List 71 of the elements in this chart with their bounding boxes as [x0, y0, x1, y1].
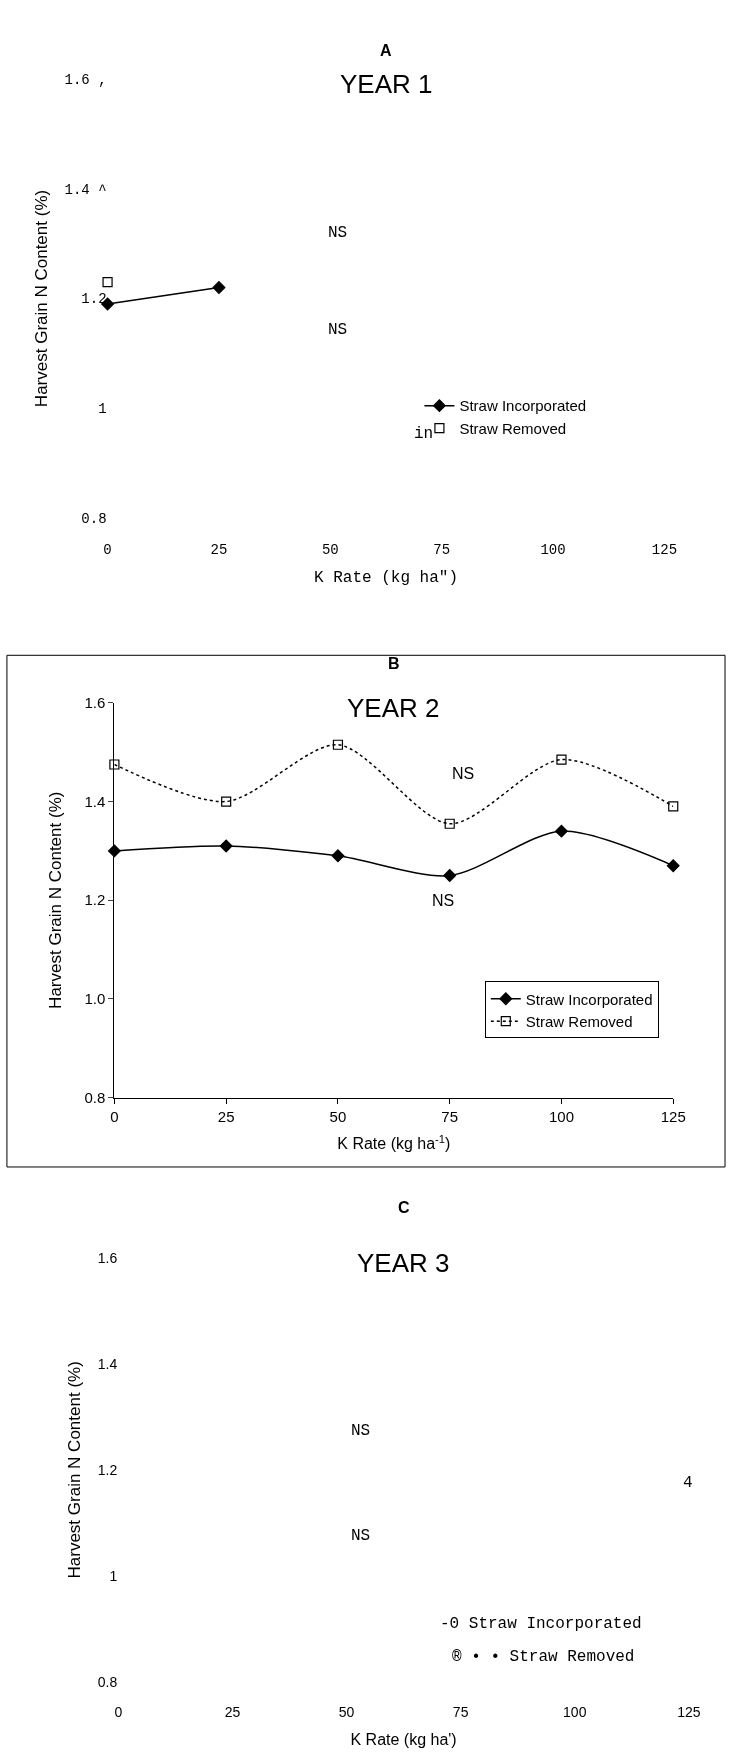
chart-title: C — [398, 1199, 410, 1216]
chart-title: A — [380, 42, 392, 59]
chart-subtitle: YEAR 3 — [357, 1248, 450, 1278]
y-tick-label: 1.4 — [97, 1355, 118, 1372]
x-tick-label: 25 — [210, 541, 228, 558]
y-tick-label: 1.6 , — [64, 72, 107, 89]
y-tick-label: 1.2 — [97, 1461, 118, 1478]
point — [102, 276, 113, 288]
y-tick-label: 1.2 — [84, 891, 106, 909]
x-axis-title: K Rate (kg ha') — [350, 1731, 457, 1749]
annotation: NS — [328, 321, 348, 339]
x-tick-label: 50 — [338, 1704, 355, 1721]
x-tick-label: 125 — [660, 1107, 686, 1125]
y-tick-label: 0.8 — [81, 510, 107, 527]
point — [555, 824, 568, 838]
point — [212, 281, 226, 294]
point — [332, 739, 344, 750]
chart-subtitle: YEAR 1 — [340, 69, 433, 99]
x-tick-label: 0 — [103, 541, 112, 558]
y-tick-label: 1.0 — [84, 990, 106, 1008]
x-tick-label: 0 — [114, 1704, 123, 1721]
x-tick-label: 25 — [217, 1107, 235, 1125]
y-tick-label: 1 — [98, 401, 107, 418]
x-axis-title: K Rate (kg ha") — [313, 569, 459, 588]
x-tick-label: 75 — [441, 1107, 459, 1125]
annotation: NS — [452, 765, 475, 782]
x-tick-label: 100 — [548, 1107, 574, 1125]
point — [109, 759, 120, 770]
x-tick-label: 100 — [540, 541, 566, 558]
legend-label: Straw Incorporated — [525, 990, 653, 1008]
point — [221, 796, 232, 807]
y-tick-label: 1.4 — [84, 792, 106, 810]
annotation: NS — [432, 892, 455, 909]
point — [556, 754, 567, 765]
legend-label: Straw Removed — [459, 419, 567, 437]
point — [666, 859, 680, 873]
y-axis-title: Harvest Grain N Content (%) — [46, 791, 66, 1009]
x-tick-label: 100 — [563, 1704, 587, 1721]
annotation: ® • • Straw Removed — [452, 1648, 635, 1666]
annotation: NS — [351, 1527, 371, 1545]
x-tick-label: 75 — [433, 541, 451, 558]
point — [443, 869, 457, 883]
y-tick-label: 1.4 ^ — [64, 181, 107, 198]
x-tick-label: 75 — [452, 1704, 469, 1721]
y-tick-label: 0.8 — [97, 1673, 118, 1690]
x-axis-title: K Rate (kg ha$^{-1}$) — [337, 1132, 451, 1153]
x-tick-label: 125 — [677, 1704, 701, 1721]
y-tick-label: 1 — [109, 1567, 118, 1584]
y-axis-title: Harvest Grain N Content (%) — [65, 1361, 85, 1579]
chart-subtitle: YEAR 2 — [347, 693, 440, 723]
x-tick-label: 125 — [651, 541, 678, 558]
x-tick-label: 50 — [321, 541, 339, 558]
x-tick-label: 25 — [224, 1704, 241, 1721]
y-axis-title: Harvest Grain N Content (%) — [32, 189, 52, 408]
annotation: NS — [351, 1422, 371, 1440]
chart-title: B — [388, 655, 400, 672]
point — [444, 818, 455, 829]
x-tick-label: 50 — [329, 1107, 347, 1125]
y-tick-label: 0.8 — [84, 1088, 106, 1106]
annotation: -0 Straw Incorporated — [440, 1615, 642, 1633]
point — [331, 849, 345, 863]
y-tick-label: 1.6 — [97, 1249, 118, 1266]
legend-label: Straw Incorporated — [459, 397, 587, 415]
annotation: NS — [328, 224, 348, 242]
point — [219, 839, 233, 853]
point — [668, 801, 679, 812]
annotation: 4 — [683, 1474, 693, 1492]
annotation: in — [414, 425, 434, 443]
legend-label: Straw Removed — [525, 1013, 633, 1031]
x-tick-label: 0 — [110, 1107, 119, 1125]
y-tick-label: 1.6 — [84, 694, 106, 712]
